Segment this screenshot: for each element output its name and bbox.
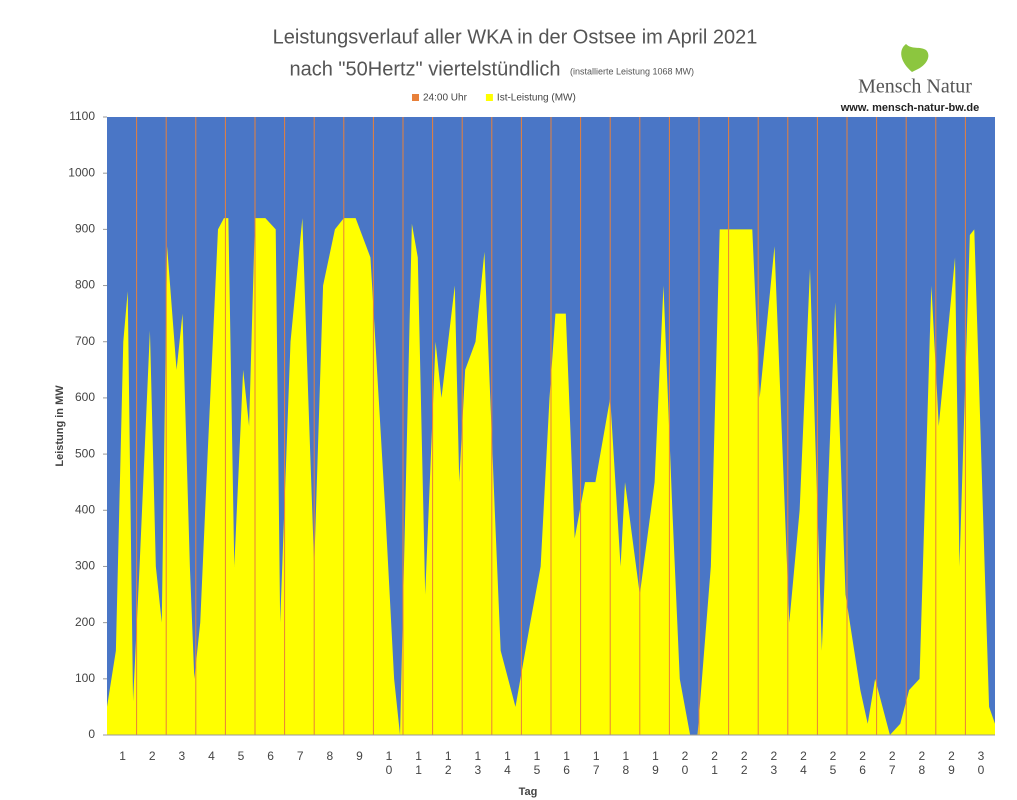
logo-leaf [901,44,929,72]
y-tick-label: 600 [75,390,95,404]
x-tick-label: 27 [885,749,899,777]
x-tick-label: 4 [204,749,218,763]
x-tick-label: 6 [264,749,278,763]
x-tick-label: 11 [412,749,426,777]
chart-note: (installierte Leistung 1068 MW) [570,66,694,76]
logo-text: Mensch Natur [858,76,972,98]
x-tick-label: 9 [352,749,366,763]
x-tick-label: 13 [471,749,485,777]
x-tick-label: 21 [708,749,722,777]
y-tick-label: 0 [88,727,95,741]
x-tick-label: 23 [767,749,781,777]
x-tick-label: 15 [530,749,544,777]
x-tick-label: 10 [382,749,396,777]
x-tick-label: 17 [589,749,603,777]
y-tick-label: 300 [75,559,95,573]
y-tick-label: 700 [75,334,95,348]
y-tick-label: 400 [75,502,95,516]
x-tick-label: 19 [648,749,662,777]
x-tick-label: 30 [974,749,988,777]
legend-label: 24:00 Uhr [423,93,468,104]
x-tick-label: 1 [116,749,130,763]
y-tick-label: 900 [75,222,95,236]
x-tick-label: 3 [175,749,189,763]
chart-title: Leistungsverlauf aller WKA in der Ostsee… [273,26,758,48]
legend-label: Ist-Leistung (MW) [497,93,576,104]
x-tick-label: 20 [678,749,692,777]
legend-swatch [485,94,493,101]
x-tick-label: 7 [293,749,307,763]
logo-url: www. mensch-natur-bw.de [840,102,980,114]
x-tick-label: 25 [826,749,840,777]
y-tick-label: 1000 [68,165,95,179]
x-axis-title: Tag [519,786,538,798]
x-tick-label: 26 [856,749,870,777]
x-tick-label: 29 [944,749,958,777]
y-tick-label: 200 [75,615,95,629]
legend-swatch [412,94,419,101]
y-tick-label: 100 [75,671,95,685]
x-tick-label: 2 [145,749,159,763]
x-tick-label: 8 [323,749,337,763]
y-axis-title: Leistung in MW [54,385,66,467]
y-tick-label: 500 [75,446,95,460]
x-tick-label: 24 [796,749,810,777]
chart-subtitle: nach "50Hertz" viertelstündlich [290,58,561,80]
x-tick-label: 5 [234,749,248,763]
x-tick-label: 18 [619,749,633,777]
y-tick-label: 1100 [69,109,95,123]
x-tick-label: 28 [915,749,929,777]
x-tick-label: 16 [560,749,574,777]
x-tick-label: 14 [500,749,514,777]
x-tick-label: 22 [737,749,751,777]
y-tick-label: 800 [75,278,95,292]
x-tick-label: 12 [441,749,455,777]
